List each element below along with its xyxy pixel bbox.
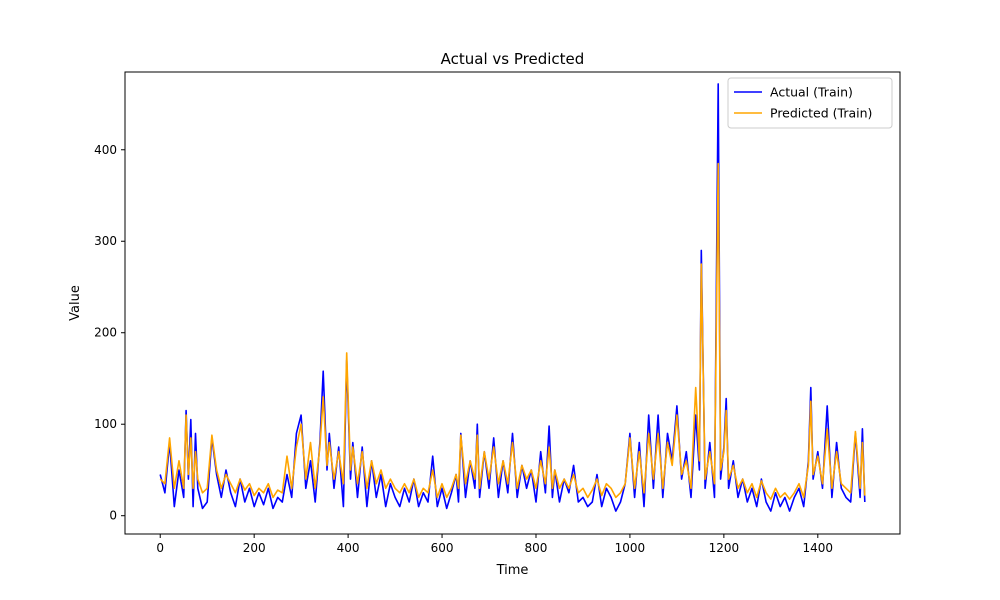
series-line-predicted	[159, 162, 866, 501]
x-tick-label: 200	[243, 541, 266, 555]
x-tick-label: 1000	[615, 541, 646, 555]
plot-frame	[124, 71, 901, 535]
legend-entry: Predicted (Train)	[770, 106, 872, 121]
x-tick-label: 400	[337, 541, 360, 555]
y-tick-label: 0	[109, 509, 117, 523]
y-axis-label: Value	[68, 285, 83, 321]
plot-area: 0 200 400 600 800 1000 1200 1400 0 100 200 300 400	[94, 71, 901, 555]
chart-title: Actual vs Predicted	[441, 50, 585, 68]
legend-entry: Actual (Train)	[770, 85, 853, 100]
x-tick-label: 1200	[709, 541, 740, 555]
y-tick-label: 200	[94, 326, 117, 340]
x-axis-label: Time	[496, 563, 529, 578]
x-tick-label: 600	[431, 541, 454, 555]
y-tick-label: 100	[94, 417, 117, 431]
x-tick-label: 1400	[803, 541, 834, 555]
y-tick-label: 300	[94, 234, 117, 248]
legend: Actual (Train) Predicted (Train)	[727, 77, 893, 129]
legend-box	[727, 77, 893, 129]
y-tick-label: 400	[94, 143, 117, 157]
x-tick-label: 0	[156, 541, 164, 555]
x-tick-label: 800	[525, 541, 548, 555]
